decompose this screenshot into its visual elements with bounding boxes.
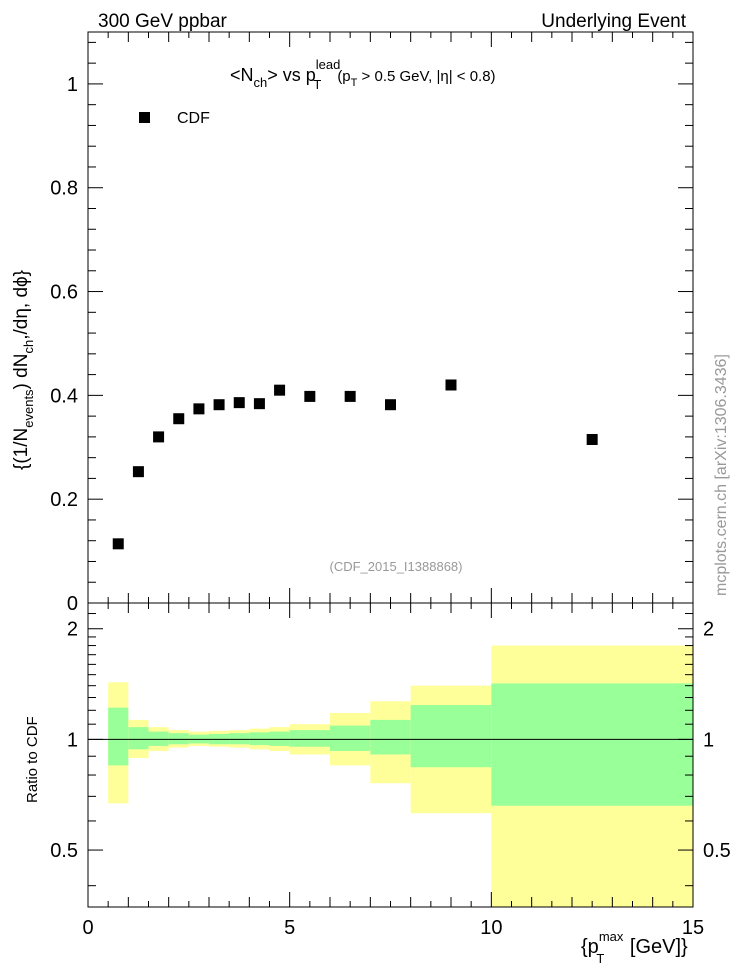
ratio-y-tick-label-left: 2 — [67, 619, 78, 641]
ratio-inner-band — [410, 705, 492, 768]
data-point — [253, 398, 265, 410]
data-point — [153, 431, 165, 443]
ratio-inner-band — [108, 707, 129, 766]
legend-label: CDF — [177, 110, 210, 127]
data-point — [344, 390, 356, 402]
ratio-y-tick-label-right: 2 — [703, 619, 714, 641]
analysis-tag: (CDF_2015_I1388868) — [330, 559, 463, 574]
source-watermark: mcplots.cern.ch [arXiv:1306.3436] — [713, 354, 730, 596]
ratio-inner-band — [249, 732, 270, 746]
main-y-tick-label: 0.2 — [50, 489, 78, 511]
ratio-inner-band — [269, 731, 290, 746]
main-y-axis-label: {(1/Nevents) dNch,/dη, dϕ} — [11, 270, 36, 470]
ratio-y-tick-label-right: 0.5 — [703, 840, 731, 862]
ratio-inner-band — [229, 733, 250, 745]
legend-marker — [139, 112, 150, 123]
ratio-panel — [87, 602, 694, 908]
x-tick-label: 10 — [480, 917, 502, 939]
data-point — [445, 379, 457, 391]
data-point — [233, 397, 245, 409]
ratio-inner-band — [491, 683, 693, 806]
data-point — [132, 466, 144, 478]
header-right-label: Underlying Event — [541, 11, 686, 32]
ratio-inner-band — [148, 731, 169, 746]
data-point — [385, 399, 396, 411]
main-y-tick-label: 0.8 — [50, 178, 78, 200]
ratio-ticks — [87, 603, 694, 907]
ratio-y-tick-label-left: 1 — [67, 729, 78, 751]
ratio-inner-band — [330, 725, 371, 751]
main-y-tick-label: 0.6 — [50, 282, 78, 304]
ratio-y-tick-label-right: 1 — [703, 729, 714, 751]
main-data-layer — [112, 379, 598, 550]
ratio-inner-band — [370, 719, 411, 755]
ratio-inner-band — [168, 733, 189, 745]
x-axis-label: {pmax T [GeV]} — [581, 929, 688, 966]
main-panel — [87, 31, 694, 604]
ratio-y-tick-label-left: 0.5 — [50, 840, 78, 862]
main-y-tick-label: 0 — [67, 593, 78, 615]
main-y-tick-label: 1 — [67, 74, 78, 96]
data-point — [586, 433, 598, 445]
chart-title: <Nch> vs plead T (pT > 0.5 GeV, |η| < 0.8) — [230, 57, 496, 92]
data-point — [304, 390, 316, 402]
main-y-tick-label: 0.4 — [50, 385, 78, 407]
ratio-y-axis-label: Ratio to CDF — [24, 716, 41, 803]
header-left-label: 300 GeV ppbar — [98, 11, 228, 32]
data-point — [274, 384, 286, 396]
ratio-inner-band — [128, 727, 149, 750]
ratio-bands — [108, 645, 693, 907]
x-tick-label: 0 — [82, 917, 93, 939]
x-tick-label: 5 — [284, 917, 295, 939]
data-point — [173, 413, 185, 425]
data-point — [213, 399, 225, 411]
x-tick-label: 15 — [682, 917, 704, 939]
tick-labels: 0 0.2 0.4 0.6 0.8 1 0.5 0.5 1 1 2 2 0 5 10 15 — [50, 74, 731, 939]
data-point — [112, 538, 124, 550]
data-point — [193, 403, 205, 415]
main-ticks — [87, 32, 694, 604]
ratio-inner-band — [289, 730, 330, 747]
